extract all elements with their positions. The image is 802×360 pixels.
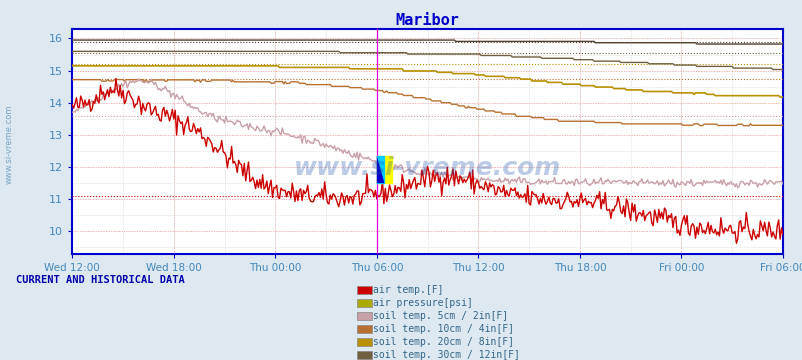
Title: Maribor: Maribor: [395, 13, 459, 28]
Text: soil temp. 30cm / 12in[F]: soil temp. 30cm / 12in[F]: [373, 350, 520, 360]
Text: CURRENT AND HISTORICAL DATA: CURRENT AND HISTORICAL DATA: [16, 275, 184, 285]
Text: www.si-vreme.com: www.si-vreme.com: [5, 104, 14, 184]
Text: air pressure[psi]: air pressure[psi]: [373, 298, 472, 308]
Text: www.si-vreme.com: www.si-vreme.com: [294, 156, 561, 180]
Text: soil temp. 20cm / 8in[F]: soil temp. 20cm / 8in[F]: [373, 337, 514, 347]
Polygon shape: [376, 156, 384, 183]
Text: soil temp. 10cm / 4in[F]: soil temp. 10cm / 4in[F]: [373, 324, 514, 334]
Text: soil temp. 5cm / 2in[F]: soil temp. 5cm / 2in[F]: [373, 311, 508, 321]
Text: air temp.[F]: air temp.[F]: [373, 285, 444, 295]
